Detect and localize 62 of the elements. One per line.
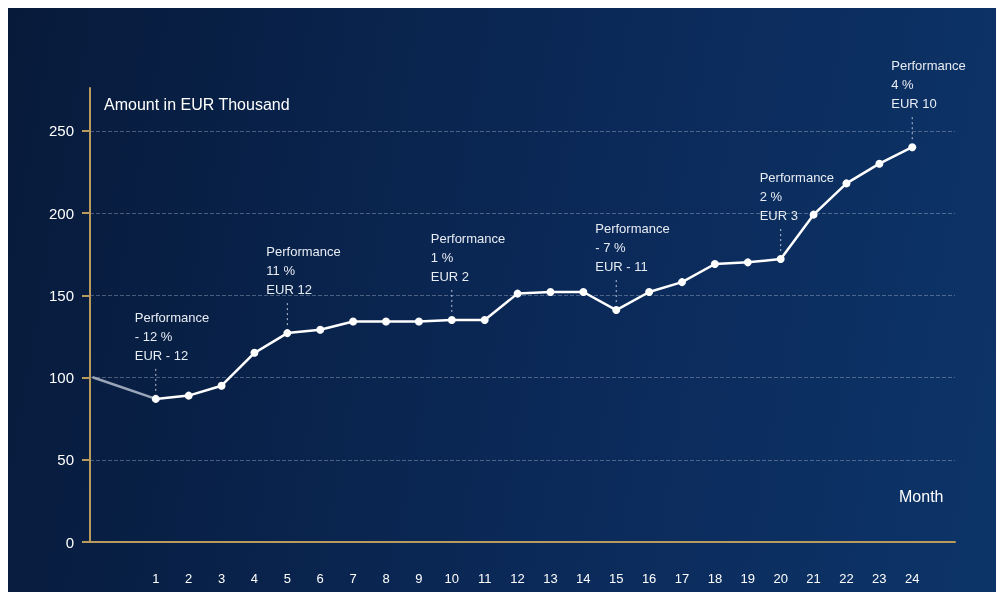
point	[382, 317, 391, 326]
x-tick-label: 20	[773, 571, 788, 586]
point	[349, 317, 358, 326]
annotation: Performance - 12 % EUR - 12	[134, 309, 210, 363]
x-tick-label: 11	[477, 571, 492, 586]
y-tick-label: 200	[48, 204, 74, 222]
y-tick-label: 150	[48, 286, 74, 304]
x-tick-label: 24	[905, 571, 920, 586]
point	[612, 306, 621, 315]
x-tick-label: 6	[316, 571, 324, 586]
annotation: Performance 4 % EUR 10	[891, 58, 966, 112]
x-tick-label: 13	[543, 571, 558, 586]
x-tick-label: 21	[806, 571, 821, 586]
point	[710, 260, 719, 268]
point	[283, 329, 292, 338]
x-tick-label: 19	[740, 571, 756, 586]
x-tick-label: 23	[872, 571, 887, 586]
y-tick-label: 100	[48, 369, 74, 387]
x-tick-label: 4	[250, 571, 259, 586]
point	[513, 289, 522, 298]
point	[250, 348, 259, 357]
x-tick-label: 12	[510, 571, 525, 586]
point	[776, 255, 785, 264]
annotation: Performance 2 % EUR 3	[759, 170, 835, 224]
point	[480, 315, 489, 324]
point	[645, 287, 654, 296]
x-tick-label: 7	[349, 571, 357, 586]
point	[546, 287, 555, 296]
x-tick-label: 15	[609, 571, 624, 586]
point	[875, 159, 884, 168]
point	[678, 278, 687, 287]
x-tick-label: 9	[415, 571, 423, 586]
point	[842, 179, 851, 188]
point	[809, 210, 818, 219]
x-tick-label: 17	[674, 571, 690, 586]
point	[414, 317, 423, 326]
y-tick-label: 250	[48, 122, 74, 140]
y-axis-title: Amount in EUR Thousand	[104, 95, 290, 113]
x-tick-label: 1	[152, 571, 160, 586]
point	[217, 381, 226, 390]
y-tick-label: 0	[65, 533, 74, 551]
x-tick-label: 2	[185, 571, 193, 586]
annotation: Performance 1 % EUR 2	[430, 230, 506, 284]
point	[908, 143, 917, 152]
x-tick-label: 8	[382, 571, 390, 586]
x-tick-label: 14	[576, 571, 591, 586]
point	[579, 287, 588, 296]
point	[447, 315, 456, 324]
x-tick-label: 5	[283, 571, 291, 586]
point	[316, 325, 325, 334]
point	[743, 258, 752, 267]
x-axis-title: Month	[899, 487, 944, 505]
point	[184, 391, 193, 400]
y-tick-label: 50	[57, 451, 74, 469]
annotation: Performance 11 % EUR 12	[266, 244, 341, 298]
x-tick-label: 22	[839, 571, 854, 586]
x-tick-label: 16	[641, 571, 657, 586]
annotation: Performance - 7 % EUR - 11	[595, 221, 670, 275]
x-tick-label: 18	[707, 571, 723, 586]
x-tick-label: 10	[444, 571, 460, 586]
point	[151, 394, 160, 403]
x-tick-label: 3	[217, 571, 226, 586]
